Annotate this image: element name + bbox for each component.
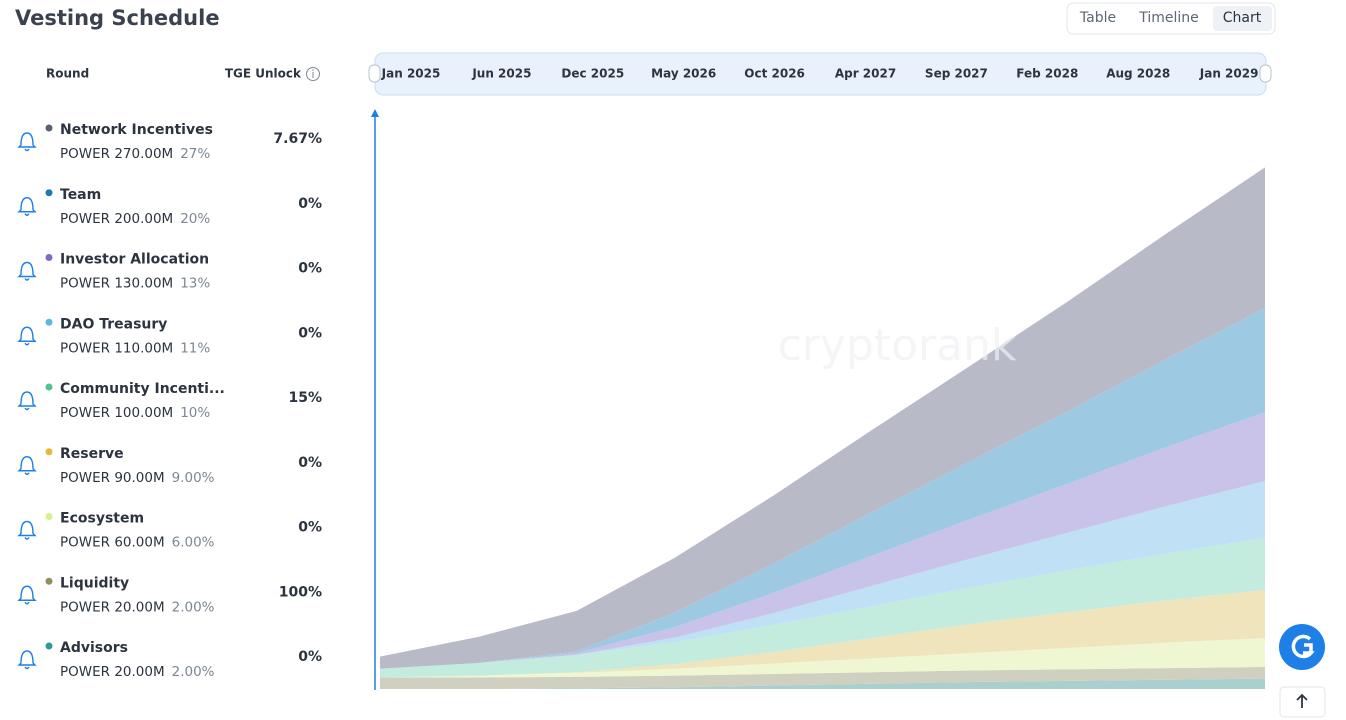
tge-unlock: 0% — [298, 261, 322, 277]
round-amount: POWER 200.00M 20% — [60, 211, 210, 227]
axis-arrow — [371, 109, 379, 117]
share: 2.00% — [172, 664, 215, 680]
share: 9.00% — [172, 470, 215, 486]
round-list: Network Incentives POWER 270.00M 27% 7.67% T… — [17, 122, 322, 680]
amount: POWER 130.00M — [60, 276, 173, 292]
legend-dot — [45, 448, 53, 456]
round-name: Team — [60, 187, 101, 203]
round-name: DAO Treasury — [60, 316, 167, 332]
tge-unlock: 0% — [298, 325, 322, 341]
chart: Jan 2025 Jun 2025 Dec 2025 May 2026 Oct 2026… — [380, 67, 1265, 689]
bell-icon[interactable] — [17, 585, 37, 605]
round-amount: POWER 110.00M 11% — [60, 340, 210, 356]
tge-unlock: 0% — [298, 455, 322, 471]
bell-icon[interactable] — [17, 197, 37, 216]
round-amount: POWER 90.00M 9.00% — [60, 470, 215, 486]
round-name: Advisors — [60, 640, 128, 656]
share: 27% — [180, 146, 210, 162]
legend-dot — [45, 577, 53, 585]
legend-dot — [45, 254, 53, 261]
slider-handle[interactable] — [1259, 64, 1272, 83]
area — [380, 589, 1265, 678]
tge-unlock: 0% — [298, 520, 322, 536]
tge-unlock: 15% — [288, 390, 322, 406]
amount: POWER 100.00M — [60, 405, 173, 421]
watermark: cryptorank — [778, 320, 1017, 371]
round-name: Ecosystem — [60, 511, 144, 527]
round-amount: POWER 20.00M 2.00% — [60, 664, 215, 680]
amount: POWER 60.00M — [60, 535, 165, 551]
date-label: Aug 2028 — [1106, 67, 1170, 81]
legend-dot — [45, 383, 53, 391]
amount: POWER 90.00M — [60, 470, 165, 486]
legend-dot — [45, 642, 53, 650]
tab[interactable]: Timeline — [1138, 10, 1199, 26]
slider-handle[interactable] — [368, 64, 381, 83]
legend-dot — [45, 189, 53, 197]
date-label: Oct 2026 — [744, 67, 805, 81]
round-name: Reserve — [60, 446, 124, 462]
tge-unlock: 100% — [279, 584, 322, 600]
bell-icon[interactable] — [17, 132, 37, 152]
legend-dot — [45, 124, 53, 132]
round-name: Investor Allocation — [60, 252, 209, 268]
share: 6.00% — [172, 535, 215, 551]
active-tab-bg — [1213, 6, 1272, 31]
legend-dot — [45, 318, 53, 326]
assistant-logo — [1291, 634, 1315, 659]
round-amount: POWER 270.00M 27% — [60, 146, 210, 162]
area — [380, 537, 1265, 678]
share: 20% — [180, 211, 210, 227]
amount: POWER 20.00M — [60, 599, 165, 615]
amount: POWER 200.00M — [60, 211, 173, 227]
up-arrow — [1296, 693, 1308, 708]
round-amount: POWER 60.00M 6.00% — [60, 535, 215, 551]
bell-icon[interactable] — [17, 261, 37, 281]
bell-icon[interactable] — [17, 456, 37, 475]
date-label: Jan 2025 — [381, 67, 441, 81]
amount: POWER 20.00M — [60, 664, 165, 680]
date-label: Dec 2025 — [561, 67, 624, 81]
assistant-button[interactable] — [1279, 624, 1325, 670]
date-label: May 2026 — [651, 67, 716, 81]
date-label: Jan 2029 — [1199, 67, 1259, 81]
area — [380, 638, 1265, 678]
tge-unlock: 0% — [298, 649, 322, 665]
tge-unlock: 7.67% — [273, 131, 322, 147]
date-label: Feb 2028 — [1016, 67, 1078, 81]
page-title: Vesting Schedule — [15, 6, 220, 30]
bell-icon[interactable] — [17, 391, 37, 411]
bell-icon[interactable] — [17, 650, 37, 670]
area — [380, 666, 1265, 689]
round-name: Liquidity — [60, 575, 129, 591]
bell-icon[interactable] — [17, 520, 37, 540]
info-icon[interactable] — [306, 67, 320, 81]
legend-dot — [45, 513, 53, 520]
round-amount: POWER 130.00M 13% — [60, 276, 210, 292]
date-label: Jun 2025 — [471, 67, 531, 81]
round-amount: POWER 100.00M 10% — [60, 405, 210, 421]
share: 11% — [180, 340, 210, 356]
tge-unlock: 0% — [298, 196, 322, 212]
bell-icon[interactable] — [17, 326, 37, 346]
round-name: Network Incentives — [60, 122, 213, 138]
date-label: Sep 2027 — [925, 67, 988, 81]
share: 13% — [180, 276, 210, 292]
share: 2.00% — [172, 599, 215, 615]
area — [380, 678, 1265, 689]
tab[interactable]: Chart — [1223, 10, 1262, 26]
tab[interactable]: Table — [1079, 10, 1116, 26]
share: 10% — [180, 405, 210, 421]
column-header: Round — [46, 67, 89, 81]
amount: POWER 110.00M — [60, 340, 173, 356]
amount: POWER 270.00M — [60, 146, 173, 162]
date-label: Apr 2027 — [835, 67, 896, 81]
column-header: TGE Unlock — [225, 67, 302, 81]
round-name: Community Incenti... — [60, 381, 225, 397]
round-amount: POWER 20.00M 2.00% — [60, 599, 215, 615]
